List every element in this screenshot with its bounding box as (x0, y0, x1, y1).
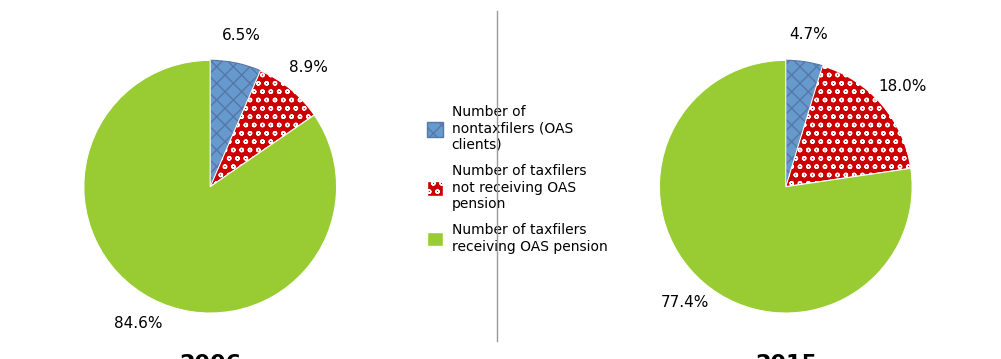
Wedge shape (786, 66, 911, 187)
Text: 4.7%: 4.7% (789, 27, 828, 42)
Text: 6.5%: 6.5% (222, 28, 261, 43)
Title: 2006: 2006 (179, 354, 241, 359)
Text: 8.9%: 8.9% (288, 60, 327, 75)
Text: 84.6%: 84.6% (114, 316, 163, 331)
Text: 77.4%: 77.4% (661, 295, 709, 311)
Legend: Number of
nontaxfilers (OAS
clients), Number of taxfilers
not receiving OAS
pens: Number of nontaxfilers (OAS clients), Nu… (422, 101, 612, 258)
Text: 18.0%: 18.0% (879, 79, 927, 94)
Wedge shape (210, 60, 260, 187)
Wedge shape (660, 60, 912, 313)
Wedge shape (786, 60, 823, 187)
Wedge shape (210, 71, 314, 187)
Title: 2015: 2015 (755, 354, 817, 359)
Wedge shape (84, 60, 336, 313)
